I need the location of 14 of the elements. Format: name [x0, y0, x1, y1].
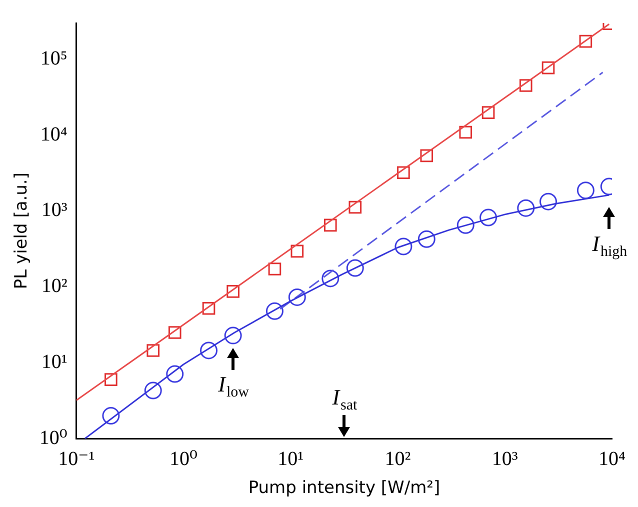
x-tick-label: 10⁰ [170, 448, 198, 470]
x-axis-title: Pump intensity [W/m²] [248, 478, 440, 498]
y-tick-label: 10² [41, 275, 68, 298]
y-tick-label: 10⁵ [40, 47, 68, 70]
x-tick-label: 10⁻¹ [58, 448, 95, 470]
x-tick-label: 10¹ [278, 448, 304, 470]
y-tick-label: 10⁰ [39, 426, 68, 449]
y-tick-label: 10¹ [41, 350, 68, 373]
y-axis-title: PL yield [a.u.] [12, 172, 32, 290]
x-tick-label: 10⁴ [598, 448, 626, 470]
x-tick-label: 10² [384, 448, 411, 470]
y-tick-label: 10³ [41, 199, 68, 222]
y-tick-label: 10⁴ [40, 123, 68, 146]
x-tick-label: 10³ [492, 448, 518, 470]
